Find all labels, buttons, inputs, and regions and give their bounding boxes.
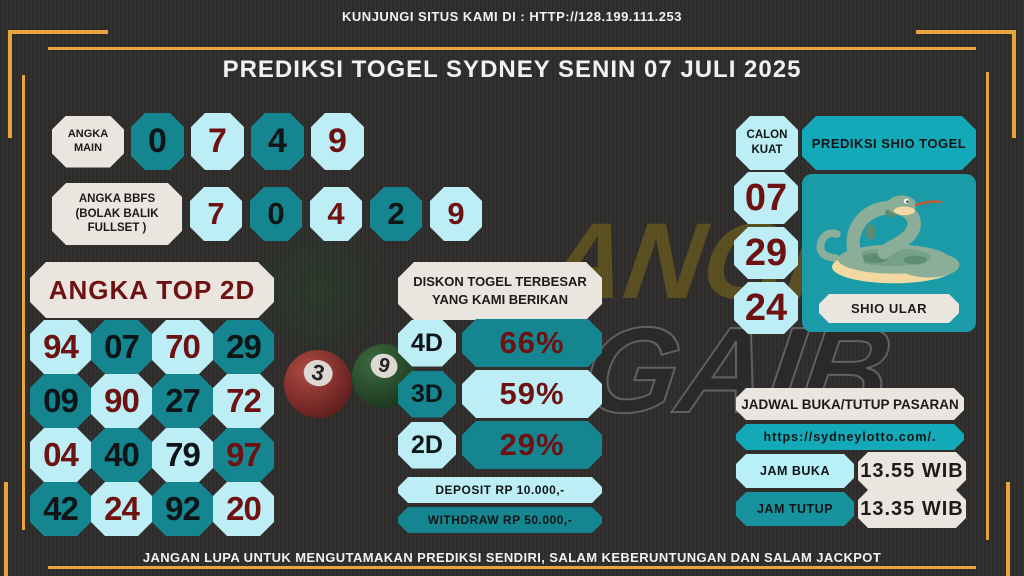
shio-panel: SHIO ULAR [802,174,976,332]
top2d-cell: 94 [30,320,91,374]
jam-buka-label: JAM BUKA [736,454,854,488]
top2d-cell: 90 [91,374,152,428]
top2d-cell: 24 [91,482,152,536]
angka-main-digit: 7 [191,113,244,170]
deposit-banner: DEPOSIT RP 10.000,- [398,477,602,503]
calon-kuat-number: 24 [734,282,798,334]
calon-kuat-number: 29 [734,227,798,279]
top2d-cell: 27 [152,374,213,428]
billiard-ball-3-number: 3 [301,357,335,390]
site-url-notice[interactable]: KUNJUNGI SITUS KAMI DI : HTTP://128.199.… [342,9,682,24]
shio-title: PREDIKSI SHIO TOGEL [802,116,976,170]
top2d-cell: 42 [30,482,91,536]
frame-line [1012,30,1016,138]
diskon-2d-label: 2D [398,422,456,469]
angka-bbfs-digit: 7 [190,187,242,241]
frame-line [22,75,25,530]
top2d-cell: 92 [152,482,213,536]
angka-main-digit: 4 [251,113,304,170]
angka-top-2d-grid: 94 07 70 29 09 90 27 72 04 40 79 97 42 2… [30,320,274,536]
angka-bbfs-label: ANGKA BBFS (BOLAK BALIK FULLSET ) [52,183,182,245]
top2d-cell: 07 [91,320,152,374]
frame-line [986,72,989,540]
calon-kuat-stack: 07 29 24 [734,172,798,334]
market-url-link[interactable]: https://sydneylotto.com/. [736,424,964,450]
frame-line [8,30,12,138]
jam-tutup-label: JAM TUTUP [736,492,854,526]
shio-name-banner: SHIO ULAR [819,294,959,323]
diskon-title: DISKON TOGEL TERBESAR YANG KAMI BERIKAN [398,262,602,320]
top2d-cell: 29 [213,320,274,374]
top2d-cell: 20 [213,482,274,536]
diskon-row-3d: 3D 59% [398,370,602,418]
angka-main-row: ANGKA MAIN 0 7 4 9 [52,113,364,170]
top2d-cell: 04 [30,428,91,482]
frame-line [48,47,976,50]
top2d-cell: 70 [152,320,213,374]
angka-bbfs-digit: 9 [430,187,482,241]
calon-kuat-label: CALON KUAT [736,116,798,170]
frame-line [1006,482,1010,576]
top2d-cell: 09 [30,374,91,428]
diskon-3d-value: 59% [462,370,602,418]
frame-line [48,566,976,569]
jadwal-title: JADWAL BUKA/TUTUP PASARAN [736,388,964,420]
top2d-cell: 97 [213,428,274,482]
angka-top-2d-title: ANGKA TOP 2D [30,262,274,318]
angka-bbfs-digit: 2 [370,187,422,241]
angka-main-digit: 0 [131,113,184,170]
angka-bbfs-row: ANGKA BBFS (BOLAK BALIK FULLSET ) 7 0 4 … [52,183,482,245]
diskon-2d-value: 29% [462,421,602,469]
diskon-4d-value: 66% [462,319,602,367]
diskon-row-2d: 2D 29% [398,421,602,469]
top2d-cell: 79 [152,428,213,482]
diskon-rows: 4D 66% 3D 59% 2D 29% [398,319,602,469]
diskon-4d-label: 4D [398,320,456,367]
angka-main-label: ANGKA MAIN [52,116,124,168]
billiard-ball-3: 3 [284,350,352,418]
jam-buka-value: 13.55 WIB [858,452,966,490]
withdraw-banner: WITHDRAW RP 50.000,- [398,507,602,533]
jam-tutup-value: 13.35 WIB [858,490,966,528]
diskon-3d-label: 3D [398,371,456,418]
frame-line [916,30,1016,34]
billiard-ball-9-number: 9 [368,350,400,381]
angka-bbfs-digit: 0 [250,187,302,241]
frame-line [8,30,108,34]
calon-kuat-number: 07 [734,172,798,224]
frame-line [4,482,8,576]
diskon-row-4d: 4D 66% [398,319,602,367]
snake-illustration [816,195,960,284]
top2d-cell: 72 [213,374,274,428]
angka-main-digit: 9 [311,113,364,170]
top2d-cell: 40 [91,428,152,482]
page-title: PREDIKSI TOGEL SYDNEY SENIN 07 JULI 2025 [222,56,802,83]
angka-bbfs-digit: 4 [310,187,362,241]
footer-message: JANGAN LUPA UNTUK MENGUTAMAKAN PREDIKSI … [142,550,882,565]
